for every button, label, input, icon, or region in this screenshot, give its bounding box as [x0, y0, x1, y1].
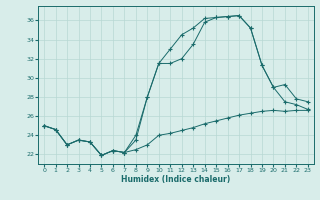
X-axis label: Humidex (Indice chaleur): Humidex (Indice chaleur) [121, 175, 231, 184]
